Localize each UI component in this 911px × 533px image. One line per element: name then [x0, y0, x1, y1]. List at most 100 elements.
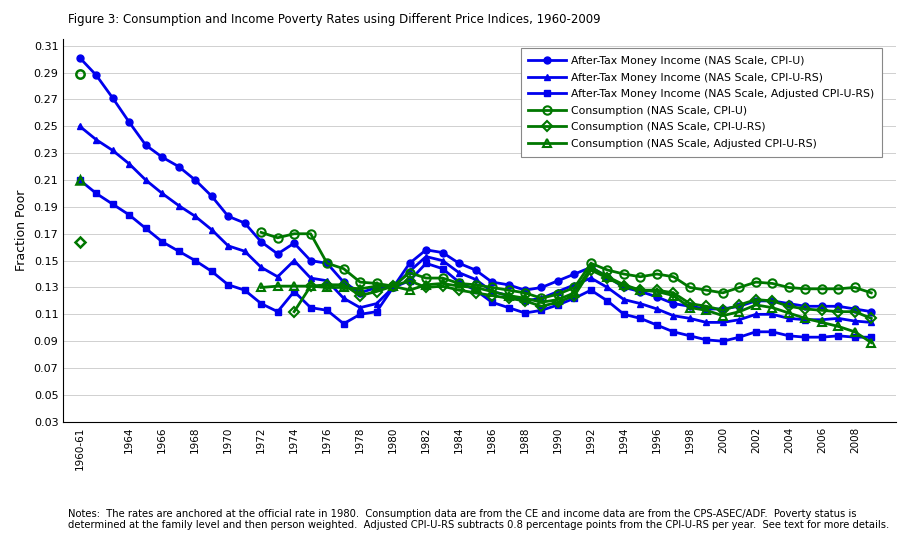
After-Tax Money Income (NAS Scale, Adjusted CPI-U-RS) — [767, 329, 778, 335]
After-Tax Money Income (NAS Scale, CPI-U-RS) — [222, 243, 233, 249]
After-Tax Money Income (NAS Scale, Adjusted CPI-U-RS) — [222, 281, 233, 288]
After-Tax Money Income (NAS Scale, CPI-U) — [849, 306, 860, 312]
Consumption (NAS Scale, CPI-U) — [486, 284, 497, 290]
After-Tax Money Income (NAS Scale, CPI-U) — [404, 260, 415, 266]
After-Tax Money Income (NAS Scale, CPI-U-RS) — [157, 190, 168, 197]
After-Tax Money Income (NAS Scale, CPI-U-RS) — [833, 315, 844, 321]
After-Tax Money Income (NAS Scale, Adjusted CPI-U-RS) — [586, 287, 597, 293]
After-Tax Money Income (NAS Scale, CPI-U) — [833, 303, 844, 310]
After-Tax Money Income (NAS Scale, CPI-U) — [322, 260, 333, 266]
Consumption (NAS Scale, Adjusted CPI-U-RS) — [668, 292, 679, 298]
Consumption (NAS Scale, Adjusted CPI-U-RS) — [387, 283, 398, 289]
After-Tax Money Income (NAS Scale, Adjusted CPI-U-RS) — [833, 333, 844, 339]
Consumption (NAS Scale, Adjusted CPI-U-RS) — [586, 264, 597, 271]
Consumption (NAS Scale, Adjusted CPI-U-RS) — [503, 292, 514, 298]
After-Tax Money Income (NAS Scale, Adjusted CPI-U-RS) — [91, 190, 102, 197]
After-Tax Money Income (NAS Scale, CPI-U-RS) — [800, 317, 811, 323]
Y-axis label: Fraction Poor: Fraction Poor — [15, 190, 28, 271]
Consumption (NAS Scale, Adjusted CPI-U-RS) — [305, 283, 316, 289]
After-Tax Money Income (NAS Scale, CPI-U) — [173, 164, 184, 170]
After-Tax Money Income (NAS Scale, CPI-U) — [783, 301, 794, 307]
After-Tax Money Income (NAS Scale, CPI-U-RS) — [865, 319, 876, 326]
Consumption (NAS Scale, CPI-U) — [800, 286, 811, 292]
After-Tax Money Income (NAS Scale, CPI-U-RS) — [256, 264, 267, 271]
Consumption (NAS Scale, CPI-U) — [354, 279, 365, 285]
After-Tax Money Income (NAS Scale, Adjusted CPI-U-RS) — [256, 301, 267, 307]
After-Tax Money Income (NAS Scale, CPI-U) — [371, 284, 382, 290]
After-Tax Money Income (NAS Scale, Adjusted CPI-U-RS) — [602, 298, 613, 304]
Consumption (NAS Scale, Adjusted CPI-U-RS) — [701, 307, 711, 313]
After-Tax Money Income (NAS Scale, CPI-U) — [206, 193, 217, 199]
After-Tax Money Income (NAS Scale, CPI-U-RS) — [354, 304, 365, 311]
After-Tax Money Income (NAS Scale, CPI-U-RS) — [684, 315, 695, 321]
After-Tax Money Income (NAS Scale, Adjusted CPI-U-RS) — [157, 239, 168, 245]
Consumption (NAS Scale, CPI-U-RS) — [569, 292, 580, 298]
Consumption (NAS Scale, Adjusted CPI-U-RS) — [486, 288, 497, 295]
After-Tax Money Income (NAS Scale, CPI-U) — [272, 251, 283, 257]
Consumption (NAS Scale, Adjusted CPI-U-RS) — [470, 284, 481, 290]
Text: Notes:  The rates are anchored at the official rate in 1980.  Consumption data a: Notes: The rates are anchored at the off… — [68, 508, 889, 530]
Consumption (NAS Scale, CPI-U-RS) — [684, 301, 695, 307]
After-Tax Money Income (NAS Scale, CPI-U-RS) — [751, 311, 762, 318]
Consumption (NAS Scale, CPI-U) — [865, 289, 876, 296]
After-Tax Money Income (NAS Scale, CPI-U-RS) — [536, 295, 547, 302]
Consumption (NAS Scale, CPI-U-RS) — [486, 292, 497, 298]
Consumption (NAS Scale, CPI-U-RS) — [865, 315, 876, 321]
Consumption (NAS Scale, CPI-U) — [454, 280, 465, 287]
Consumption (NAS Scale, CPI-U) — [338, 265, 349, 272]
After-Tax Money Income (NAS Scale, Adjusted CPI-U-RS) — [849, 334, 860, 341]
Consumption (NAS Scale, Adjusted CPI-U-RS) — [322, 284, 333, 290]
After-Tax Money Income (NAS Scale, CPI-U-RS) — [569, 281, 580, 288]
After-Tax Money Income (NAS Scale, Adjusted CPI-U-RS) — [503, 304, 514, 311]
After-Tax Money Income (NAS Scale, Adjusted CPI-U-RS) — [240, 287, 251, 293]
After-Tax Money Income (NAS Scale, Adjusted CPI-U-RS) — [107, 201, 118, 207]
After-Tax Money Income (NAS Scale, CPI-U) — [536, 284, 547, 290]
After-Tax Money Income (NAS Scale, CPI-U-RS) — [602, 284, 613, 290]
After-Tax Money Income (NAS Scale, Adjusted CPI-U-RS) — [701, 337, 711, 343]
Consumption (NAS Scale, CPI-U-RS) — [404, 278, 415, 284]
Consumption (NAS Scale, CPI-U-RS) — [635, 287, 646, 293]
Line: After-Tax Money Income (NAS Scale, Adjusted CPI-U-RS): After-Tax Money Income (NAS Scale, Adjus… — [77, 177, 874, 344]
Consumption (NAS Scale, CPI-U) — [404, 270, 415, 276]
Consumption (NAS Scale, CPI-U) — [503, 287, 514, 293]
Consumption (NAS Scale, CPI-U-RS) — [833, 309, 844, 315]
After-Tax Money Income (NAS Scale, CPI-U) — [519, 287, 530, 293]
After-Tax Money Income (NAS Scale, CPI-U) — [240, 220, 251, 226]
After-Tax Money Income (NAS Scale, CPI-U-RS) — [783, 315, 794, 321]
After-Tax Money Income (NAS Scale, CPI-U) — [338, 279, 349, 285]
Consumption (NAS Scale, CPI-U-RS) — [371, 288, 382, 295]
After-Tax Money Income (NAS Scale, Adjusted CPI-U-RS) — [404, 278, 415, 284]
Consumption (NAS Scale, CPI-U-RS) — [305, 283, 316, 289]
After-Tax Money Income (NAS Scale, Adjusted CPI-U-RS) — [619, 311, 630, 318]
Consumption (NAS Scale, CPI-U) — [470, 281, 481, 288]
After-Tax Money Income (NAS Scale, CPI-U-RS) — [91, 136, 102, 143]
After-Tax Money Income (NAS Scale, CPI-U-RS) — [470, 276, 481, 282]
Consumption (NAS Scale, Adjusted CPI-U-RS) — [734, 309, 745, 315]
After-Tax Money Income (NAS Scale, Adjusted CPI-U-RS) — [552, 302, 563, 308]
After-Tax Money Income (NAS Scale, Adjusted CPI-U-RS) — [519, 310, 530, 316]
After-Tax Money Income (NAS Scale, CPI-U-RS) — [107, 147, 118, 154]
After-Tax Money Income (NAS Scale, CPI-U-RS) — [387, 284, 398, 290]
After-Tax Money Income (NAS Scale, CPI-U) — [552, 278, 563, 284]
Consumption (NAS Scale, Adjusted CPI-U-RS) — [767, 304, 778, 311]
After-Tax Money Income (NAS Scale, CPI-U) — [684, 303, 695, 310]
After-Tax Money Income (NAS Scale, CPI-U-RS) — [75, 123, 86, 130]
Consumption (NAS Scale, Adjusted CPI-U-RS) — [816, 319, 827, 326]
Consumption (NAS Scale, Adjusted CPI-U-RS) — [619, 281, 630, 288]
Consumption (NAS Scale, CPI-U) — [717, 289, 728, 296]
After-Tax Money Income (NAS Scale, Adjusted CPI-U-RS) — [717, 338, 728, 344]
Line: Consumption (NAS Scale, CPI-U-RS): Consumption (NAS Scale, CPI-U-RS) — [291, 266, 875, 322]
After-Tax Money Income (NAS Scale, CPI-U) — [222, 213, 233, 220]
After-Tax Money Income (NAS Scale, CPI-U) — [354, 289, 365, 296]
Consumption (NAS Scale, CPI-U-RS) — [322, 281, 333, 288]
Consumption (NAS Scale, CPI-U) — [519, 289, 530, 296]
Consumption (NAS Scale, Adjusted CPI-U-RS) — [717, 312, 728, 319]
Consumption (NAS Scale, Adjusted CPI-U-RS) — [272, 283, 283, 289]
After-Tax Money Income (NAS Scale, CPI-U) — [602, 273, 613, 280]
Consumption (NAS Scale, CPI-U) — [619, 271, 630, 277]
Consumption (NAS Scale, CPI-U-RS) — [783, 303, 794, 310]
After-Tax Money Income (NAS Scale, CPI-U) — [717, 306, 728, 312]
Consumption (NAS Scale, Adjusted CPI-U-RS) — [519, 295, 530, 302]
Consumption (NAS Scale, CPI-U-RS) — [289, 309, 300, 315]
After-Tax Money Income (NAS Scale, CPI-U) — [486, 279, 497, 285]
